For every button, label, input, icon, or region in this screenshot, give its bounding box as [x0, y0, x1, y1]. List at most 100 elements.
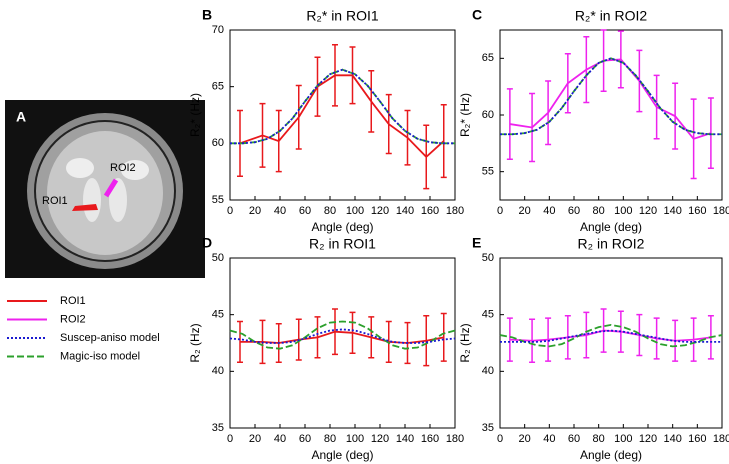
x-tick-label: 60	[568, 205, 580, 217]
x-tick-label: 120	[371, 433, 389, 445]
chart: E R₂ in ROI2 Angle (deg) R₂ (Hz) 0 20 40 60 80 10…	[458, 235, 729, 462]
data-line	[240, 330, 444, 344]
y-tick-label: 65	[212, 81, 224, 93]
x-tick-label: 160	[421, 433, 439, 445]
x-tick-label: 60	[299, 205, 311, 217]
y-tick-label: 45	[212, 309, 224, 321]
white-matter	[66, 158, 94, 178]
y-tick-label: 40	[212, 365, 224, 377]
x-tick-label: 60	[299, 433, 311, 445]
plot-frame	[229, 29, 456, 201]
chart-title: R₂ in ROI1	[309, 236, 376, 252]
y-axis-label: R₂ (Hz)	[188, 323, 202, 362]
data-line	[509, 58, 712, 140]
x-tick-label: 80	[324, 433, 336, 445]
x-tick-label: 0	[497, 433, 503, 445]
plot-frame	[499, 29, 723, 201]
x-tick-label: 140	[396, 433, 414, 445]
model-curve	[229, 328, 456, 344]
x-tick-label: 160	[421, 205, 439, 217]
data-line	[509, 329, 712, 342]
y-tick-label: 55	[482, 166, 494, 178]
x-tick-label: 160	[688, 433, 706, 445]
model-curve	[230, 68, 455, 145]
chart-title: R₂* in ROI1	[306, 8, 379, 24]
x-tick-label: 20	[249, 205, 261, 217]
y-axis-label: R₂* (Hz)	[188, 93, 202, 137]
model-curve	[499, 323, 723, 348]
x-tick-label: 140	[396, 205, 414, 217]
white-matter	[121, 160, 149, 180]
ventricle	[109, 178, 127, 222]
panel-label: A	[16, 109, 26, 125]
legend-label: ROI2	[60, 313, 86, 325]
x-axis-label: Angle (deg)	[580, 220, 642, 234]
legend-label: Suscep-aniso model	[60, 332, 160, 344]
y-tick-label: 50	[482, 252, 494, 264]
plot-frame	[499, 257, 723, 429]
panel-label: E	[472, 235, 481, 251]
data-line	[239, 74, 445, 159]
y-tick-label: 45	[482, 309, 494, 321]
x-tick-label: 160	[688, 205, 706, 217]
x-tick-label: 140	[663, 433, 681, 445]
x-tick-label: 120	[639, 205, 657, 217]
x-tick-label: 40	[274, 433, 286, 445]
x-tick-label: 80	[593, 205, 605, 217]
x-tick-label: 180	[446, 433, 464, 445]
model-curve	[229, 320, 456, 350]
chart: D R₂ in ROI1 Angle (deg) R₂ (Hz) 0 20 40 60 80 10…	[188, 235, 464, 462]
chart: C R₂* in ROI2 Angle (deg) R₂* (Hz) 0 20 40 60 80…	[458, 7, 729, 234]
y-tick-label: 70	[212, 24, 224, 36]
legend: ROI1 ROI2 Suscep-aniso model Magic-iso mode…	[7, 295, 160, 362]
x-tick-label: 40	[274, 205, 286, 217]
x-tick-label: 180	[446, 205, 464, 217]
x-tick-label: 120	[639, 433, 657, 445]
ventricle	[83, 178, 101, 222]
x-tick-label: 40	[543, 433, 555, 445]
legend-label: Magic-iso model	[60, 350, 140, 362]
y-tick-label: 60	[212, 137, 224, 149]
y-tick-label: 60	[482, 109, 494, 121]
x-tick-label: 100	[346, 433, 364, 445]
legend-label: ROI1	[60, 295, 86, 307]
panel-label: B	[202, 7, 212, 23]
x-tick-label: 20	[249, 433, 261, 445]
roi-label: ROI2	[110, 162, 136, 174]
model-curve	[230, 68, 455, 145]
roi2-marker	[103, 178, 119, 198]
y-tick-label: 40	[482, 365, 494, 377]
y-tick-label: 65	[482, 52, 494, 64]
x-tick-label: 180	[713, 433, 729, 445]
plot-frame	[229, 257, 456, 429]
x-tick-label: 100	[614, 205, 632, 217]
panel-label: D	[202, 235, 212, 251]
x-tick-label: 0	[227, 433, 233, 445]
x-tick-label: 100	[346, 205, 364, 217]
y-tick-label: 35	[212, 422, 224, 434]
x-tick-label: 20	[519, 433, 531, 445]
x-axis-label: Angle (deg)	[311, 220, 373, 234]
x-tick-label: 0	[497, 205, 503, 217]
x-tick-label: 80	[593, 433, 605, 445]
roi-label: ROI1	[42, 195, 68, 207]
x-tick-label: 100	[614, 433, 632, 445]
panel-label: C	[472, 7, 482, 23]
x-tick-label: 20	[519, 205, 531, 217]
roi1-marker	[72, 204, 98, 211]
model-curve	[500, 57, 722, 136]
y-axis-label: R₂ (Hz)	[458, 323, 472, 362]
x-tick-label: 120	[371, 205, 389, 217]
error-bar	[440, 312, 447, 362]
x-tick-label: 40	[543, 205, 555, 217]
error-bar	[440, 104, 447, 179]
x-tick-label: 80	[324, 205, 336, 217]
x-tick-label: 140	[663, 205, 681, 217]
x-axis-label: Angle (deg)	[580, 448, 642, 462]
chart-title: R₂* in ROI2	[575, 8, 648, 24]
chart: B R₂* in ROI1 Angle (deg) R₂* (Hz) 0 20 40 60 80…	[188, 7, 464, 234]
x-tick-label: 60	[568, 433, 580, 445]
y-tick-label: 55	[212, 194, 224, 206]
x-tick-label: 180	[713, 205, 729, 217]
